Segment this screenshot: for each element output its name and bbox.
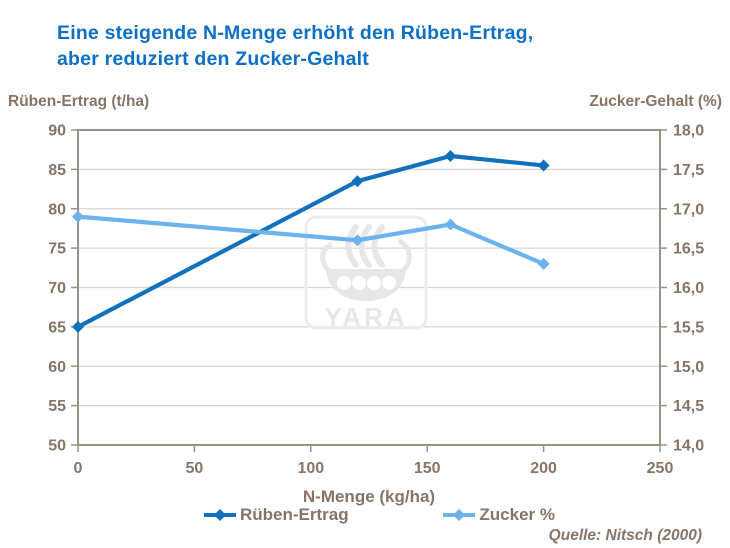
chart-grid: 50 55 60 65 70 75 80 85 90 14,0 14,5 15,0 15,5 16,0 16… — [48, 123, 704, 478]
svg-text:200: 200 — [530, 460, 557, 477]
svg-text:18,0: 18,0 — [673, 123, 704, 140]
x-axis-title: N-Menge (kg/ha) — [302, 487, 436, 506]
watermark-text: YARA — [324, 302, 407, 332]
svg-text:65: 65 — [48, 319, 66, 336]
chart-series — [72, 149, 550, 333]
svg-text:100: 100 — [297, 460, 324, 477]
legend-label-zucker: Zucker % — [479, 505, 555, 524]
svg-text:15,5: 15,5 — [673, 319, 704, 336]
svg-text:60: 60 — [48, 359, 66, 376]
svg-text:14,5: 14,5 — [673, 398, 704, 415]
right-axis-title: Zucker-Gehalt (%) — [589, 93, 722, 110]
legend-label-rueben-ertrag: Rüben-Ertrag — [240, 505, 349, 524]
svg-text:75: 75 — [48, 241, 66, 258]
svg-text:85: 85 — [48, 162, 66, 179]
page-title-line2: aber reduziert den Zucker-Gehalt — [57, 48, 369, 70]
svg-text:17,0: 17,0 — [673, 201, 704, 218]
viking-ship-icon — [320, 239, 412, 301]
zucker-marker-icon — [443, 509, 476, 521]
source-note: Quelle: Nitsch (2000) — [548, 527, 702, 544]
svg-text:14,0: 14,0 — [673, 438, 704, 455]
legend: Rüben-Ertrag Zucker % — [203, 505, 555, 525]
watermark-border — [304, 215, 428, 330]
svg-text:50: 50 — [48, 438, 66, 455]
yara-logo-watermark: YARA — [304, 215, 428, 332]
svg-text:250: 250 — [647, 460, 674, 477]
svg-text:15,0: 15,0 — [673, 359, 704, 376]
left-axis-title: Rüben-Ertrag (t/ha) — [8, 93, 150, 110]
svg-text:16,0: 16,0 — [673, 280, 704, 297]
svg-text:80: 80 — [48, 201, 66, 218]
wind-arcs-icon — [345, 224, 385, 268]
svg-text:90: 90 — [48, 123, 66, 140]
svg-text:16,5: 16,5 — [673, 241, 704, 258]
svg-text:70: 70 — [48, 280, 66, 297]
legend-item-zucker: Zucker % — [442, 505, 555, 525]
legend-item-rueben-ertrag: Rüben-Ertrag — [203, 505, 349, 525]
rueben-ertrag-marker-icon — [204, 509, 236, 521]
svg-text:50: 50 — [186, 460, 204, 477]
svg-text:150: 150 — [414, 460, 441, 477]
page-title: Eine steigende N-Menge erhöht den Rüben-… — [57, 20, 533, 72]
svg-text:17,5: 17,5 — [673, 162, 704, 179]
svg-text:0: 0 — [74, 460, 83, 477]
svg-text:55: 55 — [48, 398, 66, 415]
page-title-line1: Eine steigende N-Menge erhöht den Rüben-… — [57, 22, 534, 44]
